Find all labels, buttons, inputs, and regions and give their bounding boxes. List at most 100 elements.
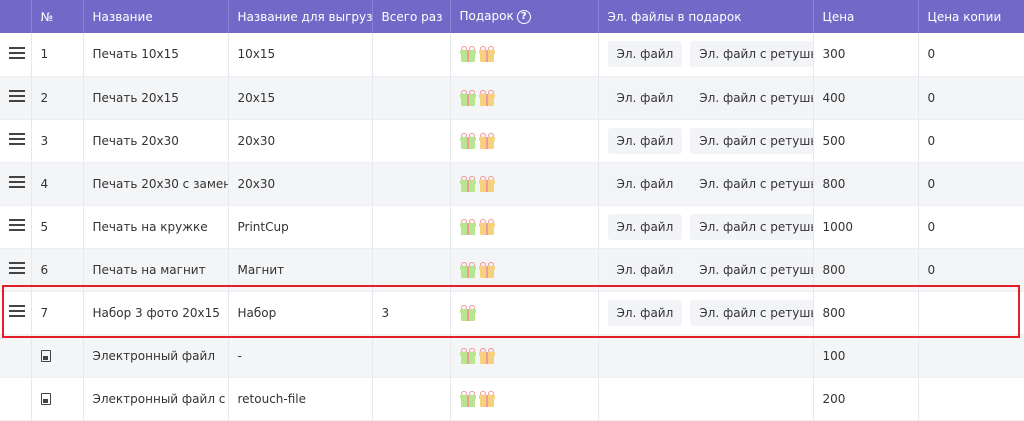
file-gift-button[interactable]: Эл. файл [607, 41, 683, 68]
gift-icon[interactable] [478, 89, 495, 106]
price-cell[interactable]: 100 [813, 334, 919, 378]
export-name-cell[interactable]: 20x15 [228, 76, 373, 120]
files-cell: Эл. файл Эл. файл с ретушью [598, 291, 814, 335]
export-name-cell[interactable]: retouch-file [228, 377, 373, 421]
export-name-cell[interactable]: 10x15 [228, 33, 373, 77]
gift-icon[interactable] [459, 390, 476, 407]
gift-icon[interactable] [478, 390, 495, 407]
total-cell[interactable] [372, 334, 451, 378]
gift-icon[interactable] [478, 218, 495, 235]
retouch-file-gift-button[interactable]: Эл. файл с ретушью [690, 213, 812, 240]
drag-handle-icon[interactable] [9, 130, 25, 148]
copy-price-cell[interactable]: 0 [918, 248, 1024, 292]
retouch-file-gift-button[interactable]: Эл. файл с ретушью [690, 127, 812, 154]
name-cell[interactable]: Печать 20x30 с заменой [83, 162, 229, 206]
total-cell[interactable] [372, 162, 451, 206]
copy-price-cell[interactable]: 0 [918, 162, 1024, 206]
drag-handle-icon[interactable] [9, 259, 25, 277]
gift-icon[interactable] [459, 261, 476, 278]
export-name-cell[interactable]: Магнит [228, 248, 373, 292]
price-cell[interactable]: 500 [813, 119, 919, 163]
total-cell[interactable]: 3 [372, 291, 451, 335]
name-cell[interactable]: Печать 20x30 [83, 119, 229, 163]
name-cell[interactable]: Набор 3 фото 20x15 [83, 291, 229, 335]
export-name-cell[interactable]: - [228, 334, 373, 378]
drag-handle-icon[interactable] [9, 87, 25, 105]
copy-price-cell[interactable]: 0 [918, 119, 1024, 163]
copy-price-cell[interactable] [918, 334, 1024, 378]
header-number[interactable]: № [31, 0, 84, 33]
header-name[interactable]: Название [83, 0, 229, 33]
price-cell[interactable]: 400 [813, 76, 919, 120]
gift-icon[interactable] [459, 89, 476, 106]
name-cell[interactable]: Печать 10x15 [83, 33, 229, 77]
copy-price-cell[interactable]: 0 [918, 205, 1024, 249]
export-name-cell[interactable]: Набор [228, 291, 373, 335]
file-gift-button[interactable]: Эл. файл [607, 256, 683, 283]
drag-handle-icon[interactable] [9, 173, 25, 191]
copy-price-cell[interactable] [918, 291, 1024, 335]
file-gift-button[interactable]: Эл. файл [607, 299, 683, 326]
total-cell[interactable] [372, 76, 451, 120]
number-cell: 5 [31, 205, 84, 249]
export-name-cell[interactable]: 20x30 [228, 119, 373, 163]
drag-cell [0, 377, 32, 421]
drag-cell [0, 76, 32, 120]
retouch-file-gift-button[interactable]: Эл. файл с ретушью [690, 170, 812, 197]
total-cell[interactable] [372, 377, 451, 421]
gift-icon[interactable] [478, 46, 495, 63]
total-cell[interactable] [372, 205, 451, 249]
gift-icon[interactable] [478, 261, 495, 278]
name-cell[interactable]: Печать 20x15 [83, 76, 229, 120]
retouch-file-gift-button[interactable]: Эл. файл с ретушью [690, 299, 812, 326]
name-cell[interactable]: Электронный файл с ретушью [83, 377, 229, 421]
files-cell: Эл. файл Эл. файл с ретушью [598, 119, 814, 163]
price-cell[interactable]: 800 [813, 248, 919, 292]
header-copy-price[interactable]: Цена копии [918, 0, 1024, 33]
name-cell[interactable]: Печать на магнит [83, 248, 229, 292]
file-gift-button[interactable]: Эл. файл [607, 170, 683, 197]
file-gift-button[interactable]: Эл. файл [607, 84, 683, 111]
copy-price-cell[interactable] [918, 377, 1024, 421]
total-cell[interactable] [372, 33, 451, 77]
retouch-file-gift-button[interactable]: Эл. файл с ретушью [690, 256, 812, 283]
file-gift-button[interactable]: Эл. файл [607, 213, 683, 240]
gift-icon[interactable] [459, 132, 476, 149]
retouch-file-gift-button[interactable]: Эл. файл с ретушью [690, 84, 812, 111]
price-cell[interactable]: 1000 [813, 205, 919, 249]
gift-icon[interactable] [478, 132, 495, 149]
files-cell: Эл. файл Эл. файл с ретушью [598, 205, 814, 249]
row-number: 2 [40, 90, 49, 105]
name-cell[interactable]: Печать на кружке [83, 205, 229, 249]
number-cell [31, 377, 84, 421]
gift-icon[interactable] [459, 347, 476, 364]
total-cell[interactable] [372, 248, 451, 292]
gift-icon[interactable] [478, 347, 495, 364]
gift-cell [450, 291, 599, 335]
price-cell[interactable]: 300 [813, 33, 919, 77]
price-cell[interactable]: 800 [813, 291, 919, 335]
gift-icon[interactable] [459, 46, 476, 63]
header-price[interactable]: Цена [813, 0, 919, 33]
header-total[interactable]: Всего раз [372, 0, 451, 33]
export-name-cell[interactable]: 20x30 [228, 162, 373, 206]
drag-handle-icon[interactable] [9, 216, 25, 234]
name-cell[interactable]: Электронный файл [83, 334, 229, 378]
gift-icon[interactable] [459, 175, 476, 192]
gift-icon[interactable] [459, 304, 476, 321]
header-export-name[interactable]: Название для выгрузки [228, 0, 373, 33]
help-icon[interactable]: ? [516, 9, 531, 24]
drag-handle-icon[interactable] [9, 44, 25, 62]
copy-price-cell[interactable]: 0 [918, 76, 1024, 120]
file-gift-button[interactable]: Эл. файл [607, 127, 683, 154]
price-cell[interactable]: 200 [813, 377, 919, 421]
drag-handle-icon[interactable] [9, 302, 25, 320]
export-name-cell[interactable]: PrintCup [228, 205, 373, 249]
copy-price-cell[interactable]: 0 [918, 33, 1024, 77]
gift-icon[interactable] [459, 218, 476, 235]
gift-icon[interactable] [478, 175, 495, 192]
retouch-file-gift-button[interactable]: Эл. файл с ретушью [690, 41, 812, 68]
gift-cell [450, 377, 599, 421]
price-cell[interactable]: 800 [813, 162, 919, 206]
total-cell[interactable] [372, 119, 451, 163]
